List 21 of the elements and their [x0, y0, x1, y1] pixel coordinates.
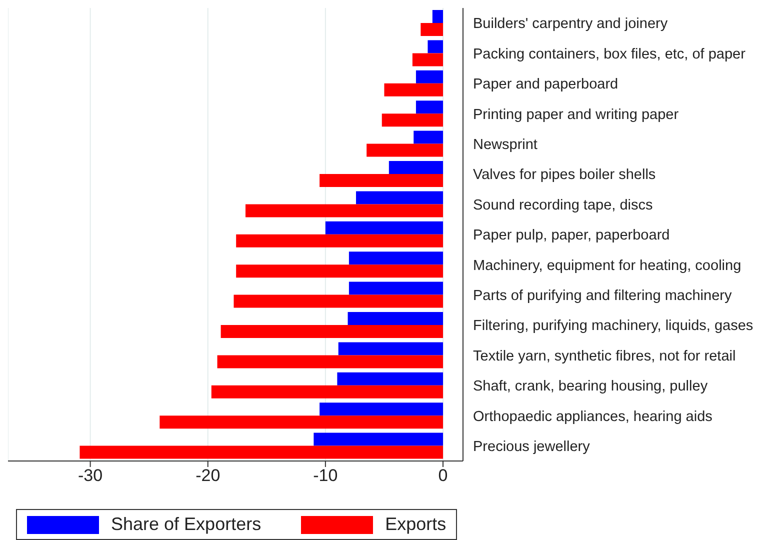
- x-tick-label: 0: [438, 466, 448, 486]
- y-tick-label: Orthopaedic appliances, hearing aids: [473, 408, 712, 425]
- y-tick-label: Printing paper and writing paper: [473, 106, 679, 123]
- y-tick-label: Shaft, crank, bearing housing, pulley: [473, 378, 708, 395]
- y-tick-label: Textile yarn, synthetic fibres, not for retail: [473, 348, 736, 364]
- y-tick-label: Precious jewellery: [473, 439, 591, 456]
- y-tick-label: Paper pulp, paper, paperboard: [473, 228, 670, 244]
- y-tick-label: Valves for pipes boiler shells: [473, 167, 656, 184]
- y-tick-label: Filtering, purifying machinery, liquids, gases: [473, 318, 754, 334]
- legend-label: Share of Exporters: [111, 514, 262, 535]
- x-tick-label: -10: [313, 466, 338, 486]
- legend-label: Exports: [385, 514, 446, 535]
- y-tick-label: Parts of purifying and filtering machinery: [473, 288, 732, 304]
- y-tick-label: Paper and paperboard: [473, 76, 618, 93]
- y-tick-label: Sound recording tape, discs: [473, 197, 653, 214]
- y-tick-label: Packing containers, box files, etc, of paper: [473, 46, 746, 62]
- y-tick-label: Builders' carpentry and joinery: [473, 16, 668, 32]
- y-tick-label: Machinery, equipment for heating, cooling: [473, 258, 742, 274]
- x-tick-label: -30: [78, 466, 103, 486]
- y-tick-label: Newsprint: [473, 137, 538, 154]
- x-tick-label: -20: [196, 466, 220, 486]
